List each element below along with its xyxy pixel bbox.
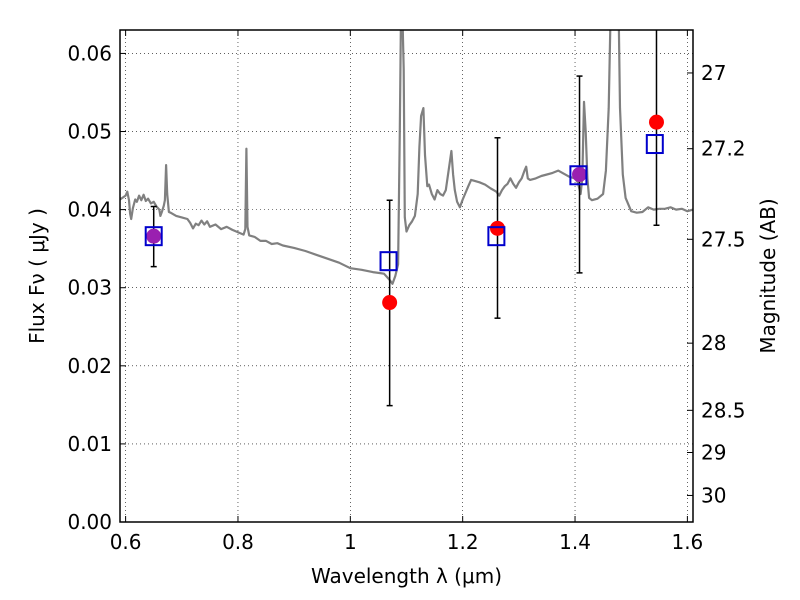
right-tick-label: 28.5 (701, 398, 746, 422)
observed-points-layer (146, 114, 664, 311)
model-point (144, 226, 163, 247)
observed-point (146, 228, 162, 244)
ticks: 0.6 0.8 1 1.2 1.4 1.6 0.00 0.01 0.02 0.03 0.04 0.05… (67, 30, 746, 554)
y-tick-label: 0.02 (67, 354, 112, 378)
observed-point (572, 166, 588, 182)
y-tick-label: 0.06 (67, 41, 112, 65)
right-tick-label: 27.5 (701, 227, 746, 251)
observed-point (382, 295, 398, 311)
x-tick-label: 1 (344, 530, 357, 554)
x-tick-label: 0.6 (110, 530, 142, 554)
model-point (645, 134, 664, 155)
x-tick-label: 1.2 (447, 530, 479, 554)
x-tick-label: 1.6 (671, 530, 703, 554)
observed-point (648, 114, 664, 130)
y-axis-label-left: Flux Fν ( μJy ) (25, 208, 49, 344)
y-tick-label: 0.03 (67, 276, 112, 300)
model-boxes-layer (144, 134, 664, 272)
y-tick-label: 0.04 (67, 198, 112, 222)
observed-point (490, 220, 506, 236)
plot-frame (119, 29, 694, 523)
y-tick-label: 0.01 (67, 432, 112, 456)
right-tick-label: 28 (701, 331, 726, 355)
x-tick-label: 0.8 (222, 530, 254, 554)
model-point (487, 226, 506, 247)
right-tick-label: 30 (701, 483, 726, 507)
right-tick-label: 27.2 (701, 137, 746, 161)
model-point (379, 251, 398, 272)
x-tick-label: 1.4 (559, 530, 591, 554)
model-spectrum-line (120, 30, 693, 285)
y-tick-label: 0.00 (67, 510, 112, 534)
model-spectrum-layer (120, 30, 693, 285)
y-axis-label-right: Magnitude (AB) (756, 198, 780, 353)
y-tick-label: 0.05 (67, 120, 112, 144)
right-tick-label: 27 (701, 61, 726, 85)
right-tick-label: 29 (701, 440, 726, 464)
x-axis-label: Wavelength λ (μm) (311, 564, 502, 588)
grid (120, 30, 693, 522)
model-point (569, 165, 588, 186)
